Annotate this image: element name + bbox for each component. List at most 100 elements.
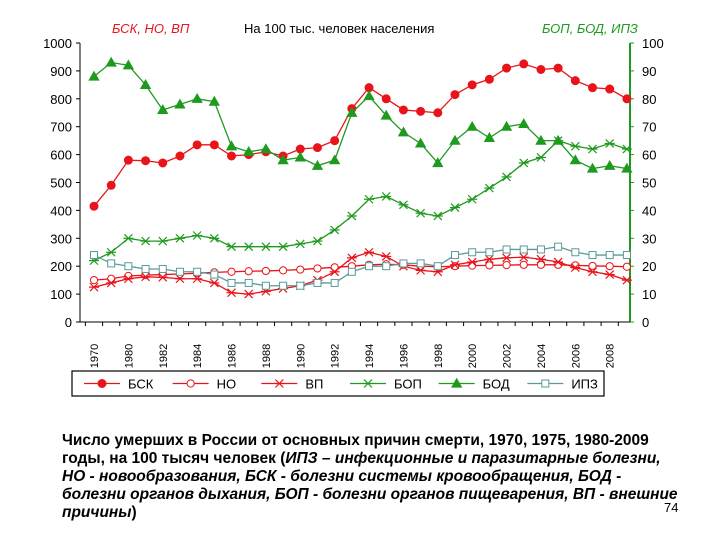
left-axis-label: БСК, НО, ВП bbox=[112, 21, 190, 36]
data-point bbox=[449, 134, 461, 145]
data-point bbox=[380, 109, 392, 120]
data-point bbox=[605, 251, 614, 260]
x-tick-label: 1970 bbox=[89, 344, 101, 368]
data-point bbox=[484, 74, 494, 84]
data-point bbox=[621, 144, 632, 154]
data-point bbox=[605, 84, 615, 94]
data-point bbox=[467, 80, 477, 90]
data-point bbox=[501, 253, 512, 263]
data-point bbox=[157, 104, 169, 115]
data-point bbox=[519, 245, 528, 254]
data-point bbox=[175, 151, 185, 161]
chart-title: На 100 тыс. человек населения bbox=[244, 21, 434, 36]
data-point bbox=[468, 248, 477, 257]
data-point bbox=[107, 274, 116, 283]
page-number: 74 bbox=[664, 500, 679, 515]
data-point bbox=[587, 144, 598, 154]
data-point bbox=[535, 134, 547, 145]
caption-text-italic: ИПЗ – инфекционные и паразитарные болезн… bbox=[62, 450, 678, 521]
data-point bbox=[122, 59, 135, 70]
data-point bbox=[535, 254, 546, 264]
data-point bbox=[570, 263, 581, 273]
legend-marker bbox=[451, 377, 463, 388]
data-point bbox=[588, 251, 597, 260]
series-БСК bbox=[89, 59, 632, 211]
data-point bbox=[244, 267, 253, 276]
data-point bbox=[89, 282, 99, 292]
data-point bbox=[502, 260, 511, 270]
series-БОД bbox=[88, 56, 633, 173]
x-tick-label: 1992 bbox=[330, 344, 342, 368]
left-tick-label: 100 bbox=[50, 287, 72, 302]
data-point bbox=[467, 194, 478, 204]
series-line bbox=[93, 251, 628, 295]
data-point bbox=[536, 65, 546, 75]
left-tick-label: 800 bbox=[50, 92, 72, 107]
data-point bbox=[501, 172, 512, 182]
right-tick-label: 30 bbox=[642, 231, 656, 246]
data-point bbox=[296, 265, 305, 274]
data-point bbox=[311, 159, 324, 170]
data-point bbox=[209, 278, 220, 288]
data-point bbox=[365, 262, 374, 271]
data-point bbox=[466, 120, 478, 131]
data-point bbox=[192, 274, 203, 284]
x-tick-label: 1996 bbox=[398, 344, 410, 368]
data-point bbox=[329, 225, 340, 235]
legend-marker bbox=[363, 379, 373, 388]
data-point bbox=[175, 267, 184, 276]
data-point bbox=[484, 254, 495, 264]
data-point bbox=[586, 162, 599, 173]
data-point bbox=[106, 180, 116, 190]
data-point bbox=[227, 267, 236, 276]
data-point bbox=[330, 136, 340, 146]
left-tick-label: 200 bbox=[50, 259, 72, 274]
data-point bbox=[295, 239, 306, 249]
data-point bbox=[553, 63, 563, 73]
data-point bbox=[467, 257, 478, 267]
right-axis-label: БОП, БОД, ИПЗ bbox=[542, 21, 638, 36]
data-point bbox=[296, 281, 305, 290]
left-tick-label: 600 bbox=[50, 148, 72, 163]
data-point bbox=[157, 236, 168, 246]
data-point bbox=[622, 94, 632, 104]
right-tick-label: 90 bbox=[642, 64, 656, 79]
data-point bbox=[398, 200, 409, 210]
legend-marker bbox=[541, 379, 550, 388]
data-point bbox=[346, 106, 358, 117]
left-tick-label: 300 bbox=[50, 231, 72, 246]
series-line bbox=[93, 246, 627, 287]
data-point bbox=[261, 266, 270, 276]
series-line bbox=[93, 61, 627, 170]
series-line bbox=[93, 63, 628, 207]
series-ИПЗ bbox=[90, 242, 631, 290]
data-point bbox=[106, 247, 117, 257]
data-point bbox=[89, 201, 99, 211]
x-tick-label: 1998 bbox=[433, 344, 445, 368]
data-point bbox=[225, 140, 238, 151]
data-point bbox=[397, 126, 410, 137]
data-point bbox=[587, 267, 598, 277]
data-point bbox=[157, 272, 168, 282]
data-point bbox=[141, 264, 150, 273]
data-point bbox=[210, 270, 219, 279]
right-tick-label: 100 bbox=[642, 36, 664, 51]
data-point bbox=[415, 265, 426, 275]
legend: БСК НО ВП БОП БОД ИПЗ bbox=[71, 370, 605, 397]
data-point bbox=[158, 158, 168, 168]
legend-box bbox=[71, 370, 605, 397]
data-point bbox=[140, 236, 151, 246]
data-point bbox=[536, 260, 546, 269]
data-point bbox=[588, 83, 598, 93]
data-point bbox=[363, 90, 375, 101]
data-point bbox=[90, 251, 98, 260]
data-point bbox=[312, 143, 322, 153]
data-point bbox=[381, 94, 391, 104]
data-point bbox=[346, 211, 357, 221]
data-point bbox=[244, 278, 253, 287]
data-point bbox=[415, 208, 426, 218]
data-point bbox=[399, 259, 408, 268]
data-point bbox=[141, 156, 151, 166]
data-point bbox=[261, 281, 270, 290]
data-point bbox=[468, 261, 477, 270]
